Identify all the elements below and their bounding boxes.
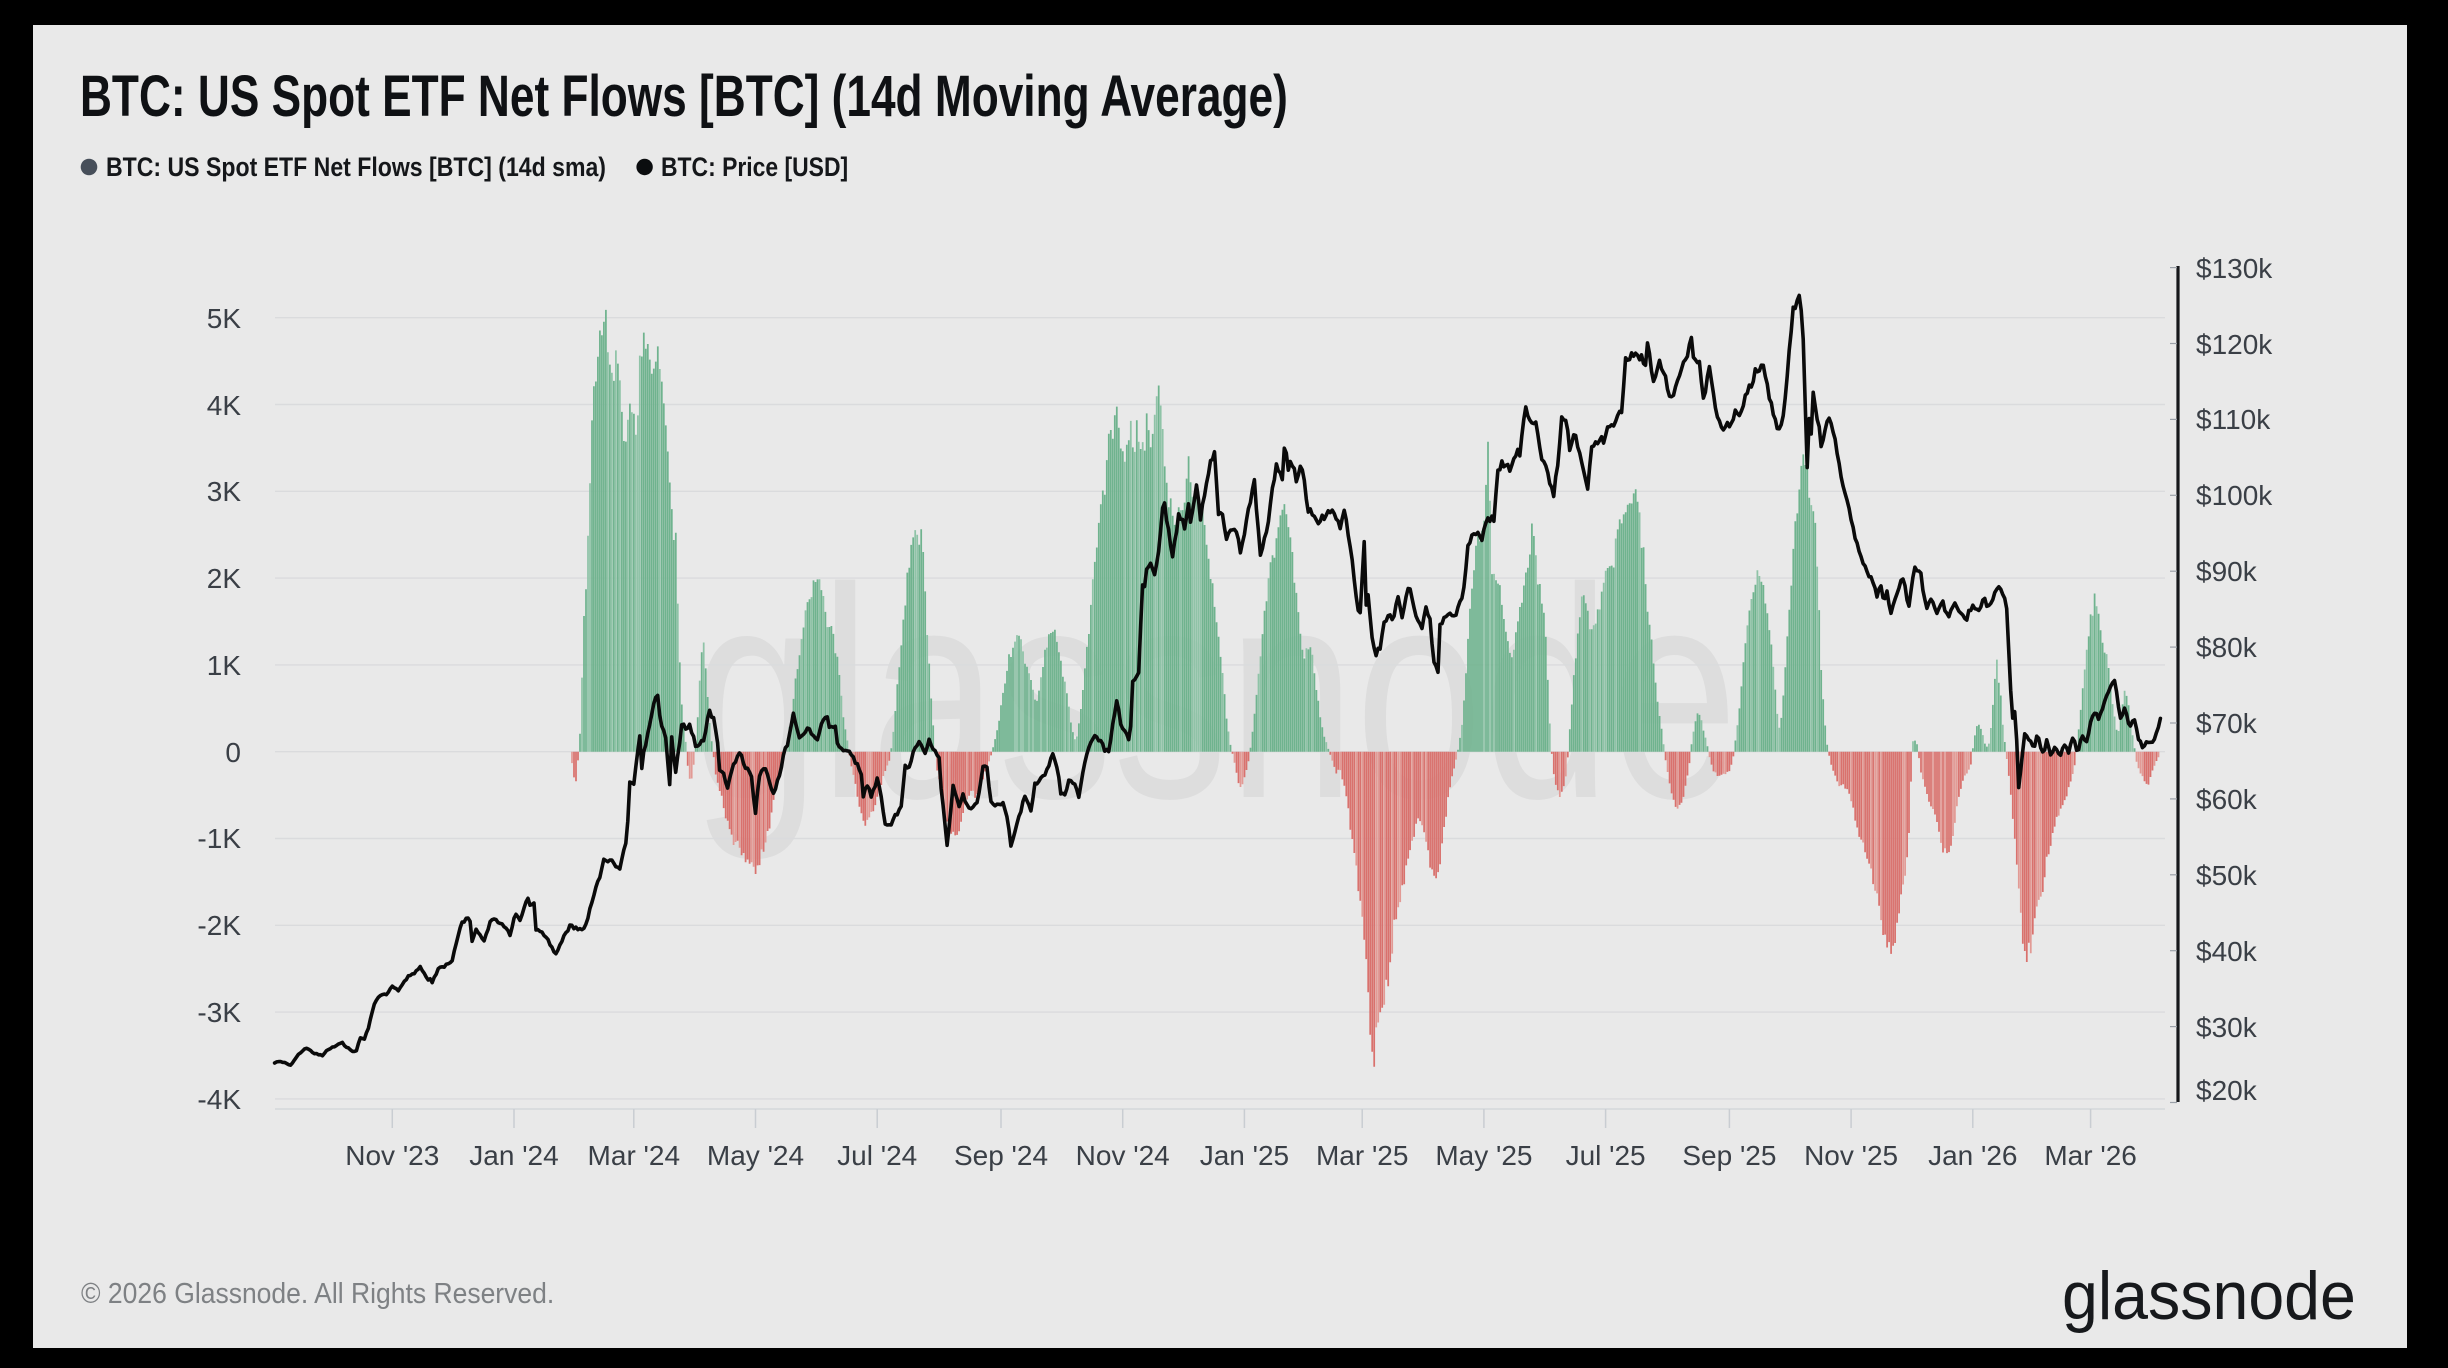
svg-text:BTC: US Spot ETF Net Flows [BT: BTC: US Spot ETF Net Flows [BTC] (14d sm…: [106, 152, 606, 182]
svg-text:$90k: $90k: [2196, 556, 2258, 587]
svg-text:Mar '26: Mar '26: [2044, 1140, 2137, 1171]
svg-text:-4K: -4K: [197, 1084, 241, 1115]
svg-text:3K: 3K: [207, 476, 242, 507]
svg-text:-1K: -1K: [197, 823, 241, 854]
svg-text:Jan '24: Jan '24: [469, 1140, 558, 1171]
svg-text:Sep '24: Sep '24: [954, 1140, 1048, 1171]
svg-text:Jan '25: Jan '25: [1200, 1140, 1289, 1171]
svg-text:May '24: May '24: [707, 1140, 804, 1171]
svg-text:4K: 4K: [207, 390, 242, 421]
svg-text:-3K: -3K: [197, 997, 241, 1028]
svg-text:$80k: $80k: [2196, 632, 2258, 663]
svg-text:$130k: $130k: [2196, 253, 2273, 284]
svg-text:$120k: $120k: [2196, 329, 2273, 360]
svg-text:BTC: US Spot ETF Net Flows [BT: BTC: US Spot ETF Net Flows [BTC] (14d Mo…: [80, 63, 1288, 128]
svg-text:$50k: $50k: [2196, 860, 2258, 891]
svg-text:$40k: $40k: [2196, 936, 2258, 967]
svg-text:glassnode: glassnode: [2062, 1258, 2356, 1334]
svg-text:© 2026 Glassnode. All Rights R: © 2026 Glassnode. All Rights Reserved.: [81, 1277, 554, 1309]
svg-text:-2K: -2K: [197, 910, 241, 941]
svg-text:$110k: $110k: [2196, 404, 2271, 435]
svg-text:Sep '25: Sep '25: [1682, 1140, 1776, 1171]
svg-text:0: 0: [225, 737, 241, 768]
svg-text:Mar '24: Mar '24: [588, 1140, 681, 1171]
svg-text:$70k: $70k: [2196, 708, 2258, 739]
svg-text:$30k: $30k: [2196, 1012, 2258, 1043]
svg-text:Nov '23: Nov '23: [345, 1140, 439, 1171]
svg-text:Jan '26: Jan '26: [1928, 1140, 2017, 1171]
svg-text:$60k: $60k: [2196, 784, 2258, 815]
svg-text:Mar '25: Mar '25: [1316, 1140, 1409, 1171]
svg-text:Jul '25: Jul '25: [1566, 1140, 1646, 1171]
svg-text:2K: 2K: [207, 563, 242, 594]
svg-text:$20k: $20k: [2196, 1075, 2258, 1106]
svg-text:1K: 1K: [207, 650, 242, 681]
svg-text:BTC: Price [USD]: BTC: Price [USD]: [661, 152, 848, 182]
svg-text:Nov '25: Nov '25: [1804, 1140, 1898, 1171]
svg-text:$100k: $100k: [2196, 480, 2273, 511]
svg-text:Jul '24: Jul '24: [837, 1140, 917, 1171]
svg-text:May '25: May '25: [1435, 1140, 1532, 1171]
svg-text:Nov '24: Nov '24: [1076, 1140, 1170, 1171]
svg-text:5K: 5K: [207, 303, 242, 334]
